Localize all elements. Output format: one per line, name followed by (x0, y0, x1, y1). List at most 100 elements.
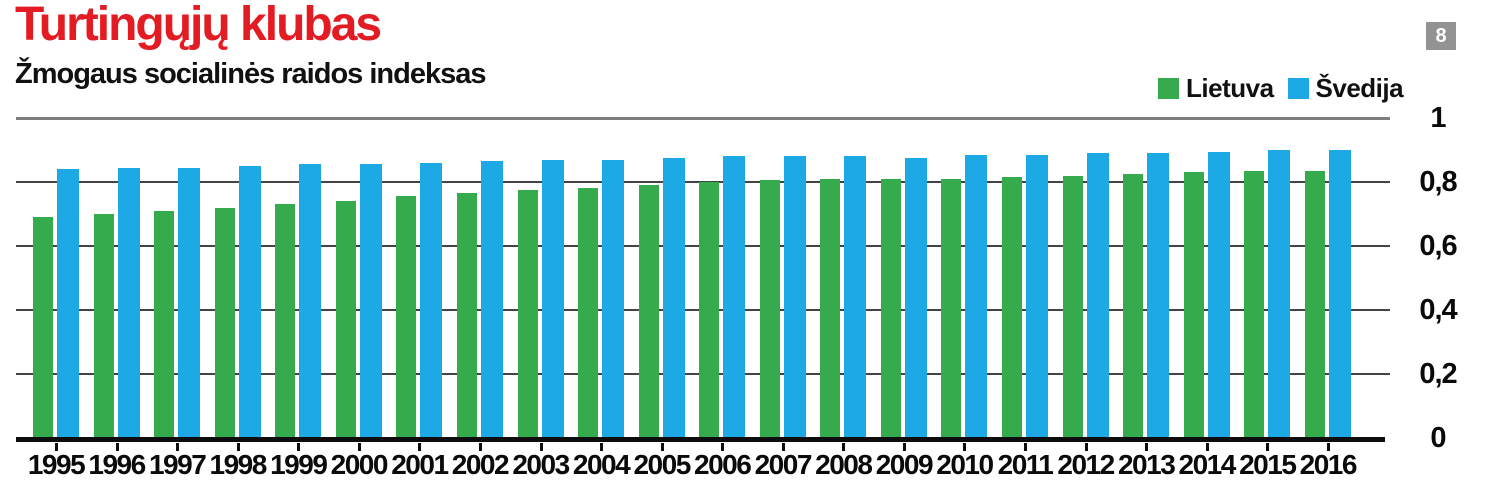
chart-subtitle: Žmogaus socialinės raidos indeksas (15, 58, 486, 90)
year-group-2011: 2011 (998, 118, 1054, 480)
year-group-2013: 2013 (1118, 118, 1176, 480)
year-group-2010: 2010 (936, 118, 994, 480)
year-group-2003: 2003 (512, 118, 570, 480)
bar-svedija-2004 (602, 160, 625, 438)
x-axis-tick (478, 443, 482, 451)
bar-lietuva-2010 (941, 179, 962, 438)
bar-lietuva-2007 (759, 180, 780, 438)
x-axis-tick (236, 443, 240, 451)
x-axis-tick (55, 443, 58, 451)
x-axis-label-2010: 2010 (936, 449, 994, 480)
bar-lietuva-2015 (1244, 171, 1265, 438)
x-axis-tick (1145, 443, 1149, 451)
bar-svedija-1999 (299, 164, 322, 438)
x-axis-label-2002: 2002 (451, 449, 510, 480)
bar-lietuva-2011 (1002, 177, 1022, 438)
bar-lietuva-2014 (1183, 172, 1204, 438)
x-axis-tick (1024, 443, 1027, 451)
x-axis-label-2011: 2011 (997, 449, 1054, 480)
y-axis-labels: 0 0,2 0,4 0,6 0,8 1 (1396, 0, 1480, 499)
x-axis-tick (115, 443, 119, 451)
y-tick-label-0,8: 0,8 (1419, 166, 1457, 198)
x-axis-label-1996: 1996 (88, 449, 146, 480)
x-axis-tick (963, 443, 967, 451)
year-group-1995: 1995 (28, 118, 86, 480)
y-tick-label-0,2: 0,2 (1419, 358, 1457, 390)
bar-svedija-2003 (541, 160, 564, 438)
bar-svedija-2011 (1026, 155, 1048, 438)
x-axis-tick (842, 443, 846, 451)
year-group-2005: 2005 (633, 118, 691, 480)
x-axis-tick (781, 443, 785, 451)
bar-svedija-2002 (480, 161, 503, 438)
x-axis-baseline (16, 437, 1385, 442)
x-axis-tick (1205, 443, 1209, 451)
bar-svedija-2013 (1147, 153, 1170, 438)
bar-lietuva-2001 (396, 196, 417, 438)
bar-lietuva-2005 (638, 185, 659, 438)
legend-label-lietuva: Lietuva (1186, 73, 1274, 103)
x-axis-label-2001: 2001 (391, 449, 449, 480)
bar-svedija-1996 (117, 168, 140, 438)
year-group-2004: 2004 (573, 118, 631, 480)
bar-lietuva-2000 (335, 201, 356, 438)
x-axis-label-2012: 2012 (1057, 449, 1115, 480)
y-tick-label-0: 0 (1430, 422, 1446, 454)
bar-svedija-1998 (238, 166, 261, 438)
year-group-2006: 2006 (694, 118, 752, 480)
svedija-swatch-icon (1287, 78, 1309, 99)
x-axis-tick (660, 443, 664, 451)
x-axis-label-2013: 2013 (1117, 449, 1176, 480)
y-tick-label-0,6: 0,6 (1419, 230, 1457, 262)
x-axis-tick (297, 443, 301, 451)
year-group-2000: 2000 (331, 118, 388, 480)
bar-svedija-2015 (1268, 150, 1291, 438)
x-axis-tick (721, 443, 725, 451)
bar-svedija-2005 (662, 158, 685, 438)
x-axis-label-2000: 2000 (330, 449, 389, 480)
bar-lietuva-2002 (456, 193, 477, 438)
x-axis-label-2008: 2008 (815, 449, 873, 480)
year-group-2016: 2016 (1300, 118, 1357, 480)
bar-svedija-2007 (783, 156, 806, 438)
year-group-1998: 1998 (210, 118, 267, 480)
x-axis-label-2014: 2014 (1178, 449, 1237, 480)
year-group-1999: 1999 (270, 118, 328, 480)
x-axis-label-2004: 2004 (572, 449, 631, 480)
x-axis-tick (357, 443, 361, 451)
bar-svedija-2006 (723, 156, 746, 438)
x-axis-label-2015: 2015 (1239, 449, 1297, 480)
year-group-2001: 2001 (391, 118, 449, 480)
bar-svedija-2000 (359, 164, 382, 438)
legend-label-svedija: Švedija (1315, 73, 1404, 103)
bar-lietuva-1998 (214, 208, 235, 438)
x-axis-label-1998: 1998 (209, 449, 268, 480)
year-group-2008: 2008 (815, 118, 873, 480)
bar-lietuva-2008 (820, 179, 841, 438)
gridline-1 (16, 117, 1390, 120)
bar-svedija-2012 (1086, 153, 1109, 438)
x-axis-label-1997: 1997 (148, 449, 207, 480)
bar-lietuva-2006 (699, 182, 720, 438)
lietuva-swatch-icon (1158, 78, 1179, 99)
y-tick-label-0,4: 0,4 (1419, 294, 1457, 326)
bar-svedija-1995 (57, 169, 79, 438)
bar-svedija-1997 (178, 168, 201, 438)
bar-svedija-2009 (904, 158, 927, 438)
bar-svedija-2010 (965, 155, 988, 438)
x-axis-tick (1084, 443, 1088, 451)
x-axis-tick (600, 443, 604, 451)
x-axis-tick (1266, 443, 1270, 451)
year-group-1996: 1996 (88, 118, 146, 480)
bar-lietuva-1996 (93, 214, 114, 438)
bar-svedija-2014 (1207, 152, 1230, 438)
x-axis-label-1995: 1995 (27, 449, 86, 480)
bar-svedija-2016 (1328, 150, 1351, 438)
bar-lietuva-2004 (578, 188, 599, 438)
x-axis-label-2007: 2007 (754, 449, 813, 480)
x-axis-tick (539, 443, 543, 451)
bar-lietuva-1999 (275, 204, 296, 438)
bar-lietuva-2009 (880, 179, 901, 438)
x-axis-label-2005: 2005 (633, 449, 691, 480)
